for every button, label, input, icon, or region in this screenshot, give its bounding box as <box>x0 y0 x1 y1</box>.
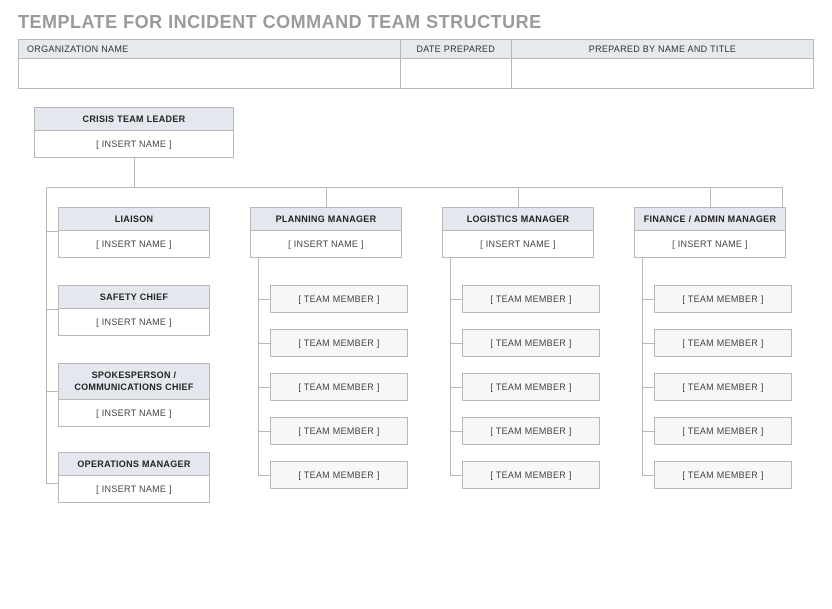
team-member[interactable]: [ TEAM MEMBER ] <box>270 373 408 401</box>
meta-org-value[interactable] <box>19 59 401 89</box>
node-title: SPOKESPERSON / COMMUNICATIONS CHIEF <box>59 364 209 400</box>
node-title: LIAISON <box>59 208 209 231</box>
connector <box>642 475 654 476</box>
connector <box>450 343 462 344</box>
team-member[interactable]: [ TEAM MEMBER ] <box>270 461 408 489</box>
meta-prep-label: PREPARED BY NAME AND TITLE <box>511 40 813 59</box>
connector <box>258 255 259 475</box>
node-value[interactable]: [ INSERT NAME ] <box>59 309 209 335</box>
meta-date-label: DATE PREPARED <box>400 40 511 59</box>
connector <box>518 187 519 207</box>
connector <box>642 431 654 432</box>
meta-date-value[interactable] <box>400 59 511 89</box>
connector <box>450 299 462 300</box>
team-member[interactable]: [ TEAM MEMBER ] <box>462 417 600 445</box>
connector <box>46 391 58 392</box>
connector <box>326 187 327 207</box>
org-chart: CRISIS TEAM LEADER [ INSERT NAME ] LIAIS… <box>18 107 814 597</box>
node-value[interactable]: [ INSERT NAME ] <box>443 231 593 257</box>
node-crisis-leader: CRISIS TEAM LEADER [ INSERT NAME ] <box>34 107 234 158</box>
connector <box>642 343 654 344</box>
node-value[interactable]: [ INSERT NAME ] <box>59 231 209 257</box>
node-planning-manager: PLANNING MANAGER [ INSERT NAME ] <box>250 207 402 258</box>
node-finance-manager: FINANCE / ADMIN MANAGER [ INSERT NAME ] <box>634 207 786 258</box>
connector <box>134 155 135 187</box>
connector <box>450 475 462 476</box>
node-safety-chief: SAFETY CHIEF [ INSERT NAME ] <box>58 285 210 336</box>
meta-prep-value[interactable] <box>511 59 813 89</box>
connector <box>642 387 654 388</box>
team-member[interactable]: [ TEAM MEMBER ] <box>462 285 600 313</box>
team-member[interactable]: [ TEAM MEMBER ] <box>654 285 792 313</box>
node-value[interactable]: [ INSERT NAME ] <box>59 400 209 426</box>
connector <box>258 431 270 432</box>
node-liaison: LIAISON [ INSERT NAME ] <box>58 207 210 258</box>
node-title: SAFETY CHIEF <box>59 286 209 309</box>
team-member[interactable]: [ TEAM MEMBER ] <box>654 417 792 445</box>
connector <box>46 187 782 188</box>
connector <box>450 255 451 475</box>
connector <box>258 343 270 344</box>
team-member[interactable]: [ TEAM MEMBER ] <box>270 417 408 445</box>
page-title: TEMPLATE FOR INCIDENT COMMAND TEAM STRUC… <box>18 12 814 33</box>
node-title: PLANNING MANAGER <box>251 208 401 231</box>
connector <box>258 299 270 300</box>
team-member[interactable]: [ TEAM MEMBER ] <box>270 329 408 357</box>
connector <box>642 255 643 475</box>
meta-org-label: ORGANIZATION NAME <box>19 40 401 59</box>
node-title: CRISIS TEAM LEADER <box>35 108 233 131</box>
connector <box>46 483 58 484</box>
team-member[interactable]: [ TEAM MEMBER ] <box>462 373 600 401</box>
meta-table: ORGANIZATION NAME DATE PREPARED PREPARED… <box>18 39 814 89</box>
connector <box>46 231 58 232</box>
node-title: OPERATIONS MANAGER <box>59 453 209 476</box>
connector <box>710 187 711 207</box>
team-member[interactable]: [ TEAM MEMBER ] <box>654 329 792 357</box>
team-member[interactable]: [ TEAM MEMBER ] <box>270 285 408 313</box>
connector <box>450 431 462 432</box>
connector <box>46 309 58 310</box>
connector <box>782 187 783 207</box>
node-logistics-manager: LOGISTICS MANAGER [ INSERT NAME ] <box>442 207 594 258</box>
team-member[interactable]: [ TEAM MEMBER ] <box>462 461 600 489</box>
team-member[interactable]: [ TEAM MEMBER ] <box>654 373 792 401</box>
connector <box>450 387 462 388</box>
node-value[interactable]: [ INSERT NAME ] <box>59 476 209 502</box>
connector <box>642 299 654 300</box>
node-value[interactable]: [ INSERT NAME ] <box>635 231 785 257</box>
connector <box>258 387 270 388</box>
connector <box>258 475 270 476</box>
team-member[interactable]: [ TEAM MEMBER ] <box>462 329 600 357</box>
node-operations-manager: OPERATIONS MANAGER [ INSERT NAME ] <box>58 452 210 503</box>
team-member[interactable]: [ TEAM MEMBER ] <box>654 461 792 489</box>
node-title: FINANCE / ADMIN MANAGER <box>635 208 785 231</box>
node-value[interactable]: [ INSERT NAME ] <box>251 231 401 257</box>
node-value[interactable]: [ INSERT NAME ] <box>35 131 233 157</box>
node-title: LOGISTICS MANAGER <box>443 208 593 231</box>
node-spokesperson: SPOKESPERSON / COMMUNICATIONS CHIEF [ IN… <box>58 363 210 427</box>
